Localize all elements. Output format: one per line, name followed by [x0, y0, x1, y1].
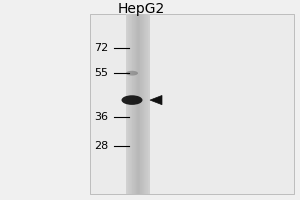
Bar — [143, 14, 144, 194]
Bar — [144, 14, 145, 194]
Bar — [132, 14, 133, 194]
Bar — [138, 14, 139, 194]
Bar — [129, 14, 130, 194]
Text: 28: 28 — [94, 141, 108, 151]
Bar — [90, 14, 294, 194]
Bar — [146, 14, 147, 194]
Ellipse shape — [122, 95, 142, 105]
Bar — [137, 14, 138, 194]
Bar — [133, 14, 134, 194]
Ellipse shape — [126, 71, 138, 76]
Bar — [149, 14, 150, 194]
Bar — [140, 14, 141, 194]
Bar — [131, 14, 132, 194]
Bar — [148, 14, 149, 194]
Bar — [126, 14, 127, 194]
Text: 72: 72 — [94, 43, 108, 53]
Bar — [142, 14, 143, 194]
Bar — [136, 14, 137, 194]
Bar — [145, 14, 146, 194]
Text: 55: 55 — [94, 68, 108, 78]
Text: HepG2: HepG2 — [117, 2, 165, 16]
Polygon shape — [150, 95, 162, 105]
Bar — [147, 14, 148, 194]
Bar — [135, 14, 136, 194]
Bar — [128, 14, 129, 194]
Bar — [130, 14, 131, 194]
Bar — [139, 14, 140, 194]
Bar — [134, 14, 135, 194]
Text: 36: 36 — [94, 112, 108, 122]
Bar — [141, 14, 142, 194]
